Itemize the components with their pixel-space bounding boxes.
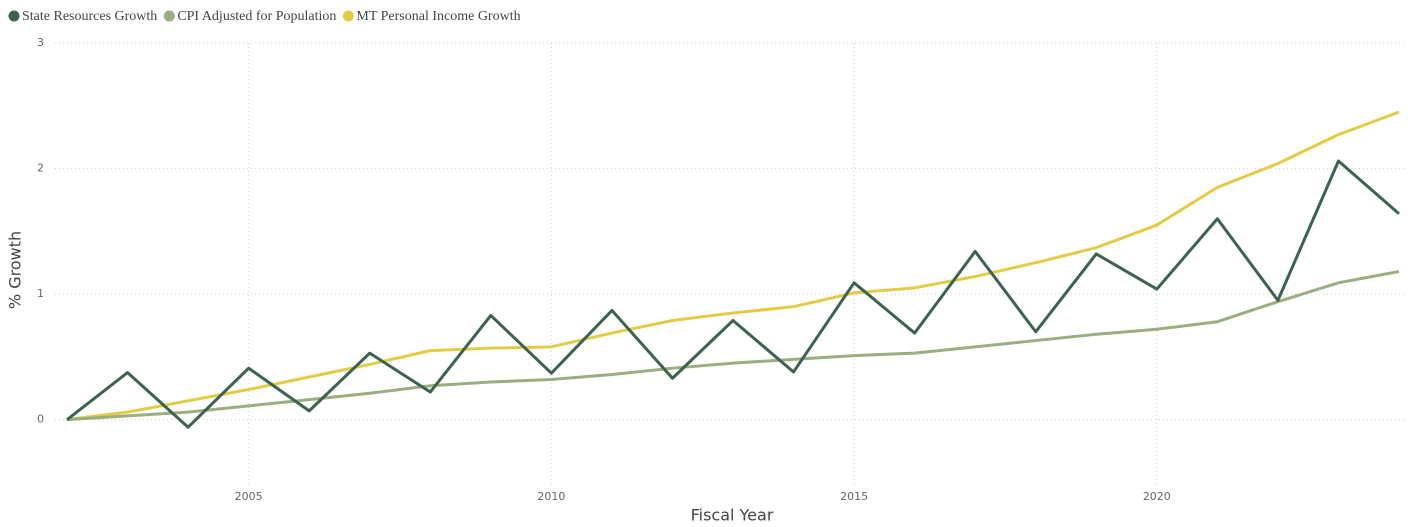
y-tick-label: 1	[37, 287, 44, 300]
legend-label: MT Personal Income Growth	[356, 9, 520, 24]
x-tick-label: 2015	[840, 490, 868, 503]
x-axis-title: Fiscal Year	[691, 506, 774, 525]
series-line	[66, 159, 1400, 429]
y-axis-title: % Growth	[6, 231, 25, 309]
x-tick-label: 2010	[537, 490, 565, 503]
legend-marker	[8, 10, 20, 22]
legend-label: State Resources Growth	[22, 9, 157, 24]
x-tick-label: 2005	[235, 490, 263, 503]
x-tick-label: 2020	[1143, 490, 1171, 503]
y-tick-label: 3	[37, 36, 44, 49]
series-line	[66, 270, 1400, 422]
y-tick-label: 2	[37, 162, 44, 175]
legend-label: CPI Adjusted for Population	[177, 9, 336, 24]
series-line	[66, 110, 1400, 422]
legend-marker	[163, 10, 175, 22]
legend-marker	[342, 10, 354, 22]
y-tick-label: 0	[37, 413, 44, 426]
